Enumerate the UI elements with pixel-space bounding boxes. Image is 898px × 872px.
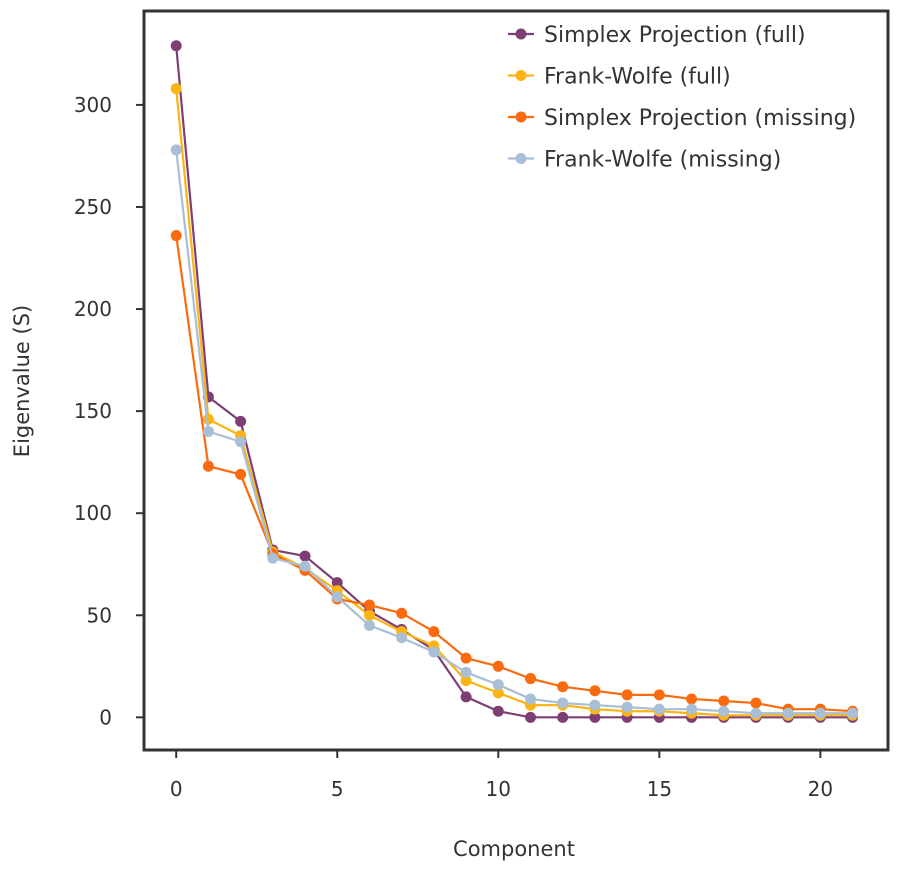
y-tick-label: 50 [87,603,112,627]
data-point [202,460,214,472]
data-point [782,707,794,719]
legend-item: Frank-Wolfe (full) [508,65,731,90]
data-point [557,711,569,723]
data-point [847,707,859,719]
x-tick-label: 5 [331,777,344,801]
legend-label: Frank-Wolfe (full) [544,65,731,90]
legend-label: Simplex Projection (missing) [544,106,856,131]
y-tick-label: 0 [99,705,112,729]
legend-marker [515,28,527,40]
data-point [428,646,440,658]
legend-item: Simplex Projection (full) [508,23,806,48]
data-point [621,701,633,713]
x-axis-label: Component [453,837,575,861]
legend: Simplex Projection (full) Frank-Wolfe (fu… [508,23,856,173]
data-point [621,689,633,701]
data-point [718,695,730,707]
data-point [235,415,247,427]
data-point [331,591,343,603]
series-line [175,45,853,719]
series-line [175,149,853,715]
series-3 [170,144,859,719]
data-point [557,681,569,693]
y-tick-label: 100 [74,501,112,525]
x-tick-label: 20 [808,777,833,801]
data-point [428,626,440,638]
data-point [396,607,408,619]
data-point [170,40,182,52]
data-point [363,619,375,631]
x-tick-label: 10 [486,777,511,801]
data-point [686,703,698,715]
data-point [299,560,311,572]
data-point [557,697,569,709]
data-point [460,691,472,703]
data-point [524,711,536,723]
data-point [589,685,601,697]
y-axis-label: Eigenvalue (S) [10,305,34,457]
y-tick-label: 200 [74,297,112,321]
legend-label: Frank-Wolfe (missing) [544,148,781,173]
data-point [492,679,504,691]
data-point [492,687,504,699]
legend-item: Simplex Projection (missing) [508,106,856,131]
data-point [460,675,472,687]
data-point [363,599,375,611]
data-point [524,673,536,685]
legend-marker [515,111,527,123]
data-point [750,697,762,709]
data-point [653,689,665,701]
legend-label: Simplex Projection (full) [544,23,806,48]
series-layer [170,40,859,723]
data-point [653,703,665,715]
data-point [492,705,504,717]
legend-marker [515,153,527,164]
data-point [170,83,182,95]
data-point [460,666,472,678]
data-point [589,699,601,711]
data-point [299,550,311,562]
data-point [235,436,247,448]
x-tick-label: 15 [647,777,672,801]
data-point [202,426,214,438]
y-tick-label: 250 [74,195,112,219]
data-point [460,652,472,664]
data-point [170,144,182,156]
legend-marker [515,70,527,81]
data-point [750,707,762,719]
data-point [396,632,408,644]
plot-frame [142,9,890,752]
data-point [686,693,698,705]
y-tick-label: 150 [74,399,112,423]
data-point [331,577,343,589]
data-point [718,705,730,717]
data-point [235,468,247,480]
data-point [589,711,601,723]
data-point [170,230,182,242]
series-line [175,88,853,717]
data-point [363,609,375,621]
legend-item: Frank-Wolfe (missing) [508,148,781,173]
data-point [524,693,536,705]
data-point [814,707,826,719]
y-tick-label: 300 [74,93,112,117]
x-tick-label: 0 [170,777,183,801]
data-point [492,660,504,672]
data-point [267,552,279,564]
